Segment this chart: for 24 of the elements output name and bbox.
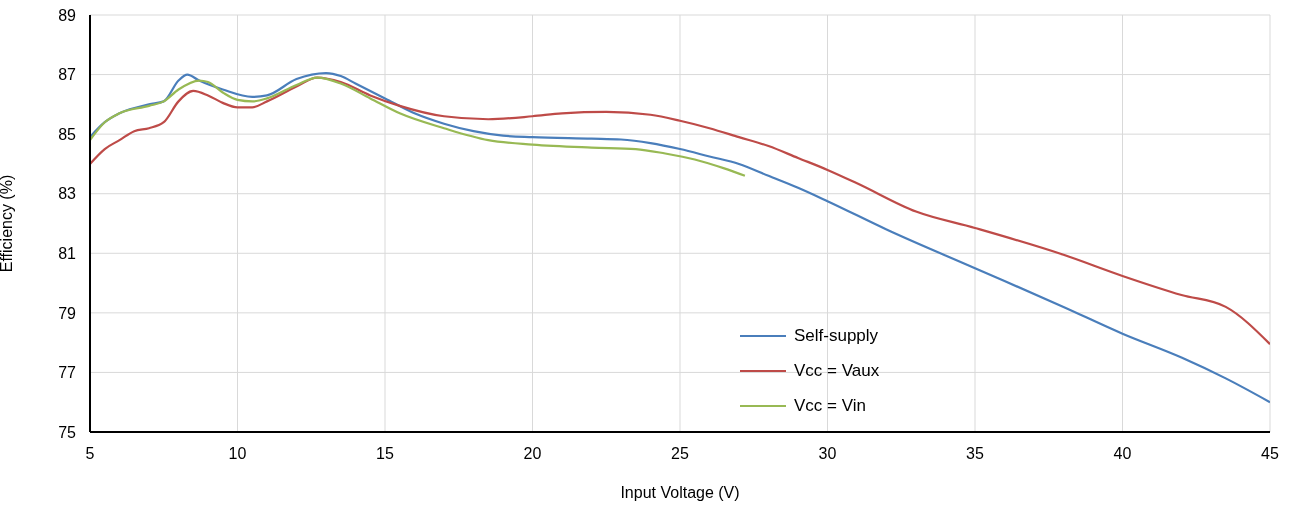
y-tick-label: 81 — [58, 244, 77, 262]
legend-label: Vcc = Vin — [794, 395, 866, 416]
x-tick-label: 35 — [966, 445, 984, 463]
y-tick-label: 79 — [58, 304, 77, 322]
x-tick-label: 30 — [818, 445, 837, 463]
x-tick-label: 20 — [523, 445, 542, 463]
y-axis-title: Efficiency (%) — [0, 174, 15, 273]
legend-label: Vcc = Vaux — [794, 360, 880, 381]
x-tick-label: 40 — [1113, 445, 1132, 463]
x-tick-label: 15 — [376, 445, 394, 463]
x-tick-label: 10 — [228, 445, 247, 463]
y-tick-label: 75 — [58, 423, 77, 441]
y-tick-label: 89 — [58, 6, 77, 24]
legend-label: Self‐supply — [794, 325, 879, 346]
x-tick-label: 5 — [85, 445, 95, 463]
y-tick-label: 77 — [58, 364, 77, 382]
x-tick-label: 45 — [1261, 445, 1279, 463]
y-tick-label: 87 — [58, 66, 77, 84]
y-tick-label: 83 — [58, 185, 77, 203]
y-tick-label: 85 — [58, 125, 77, 143]
x-axis-title: Input Voltage (V) — [620, 484, 740, 501]
x-tick-label: 25 — [671, 445, 689, 463]
line-series — [90, 76, 1270, 346]
line-series — [90, 76, 746, 177]
